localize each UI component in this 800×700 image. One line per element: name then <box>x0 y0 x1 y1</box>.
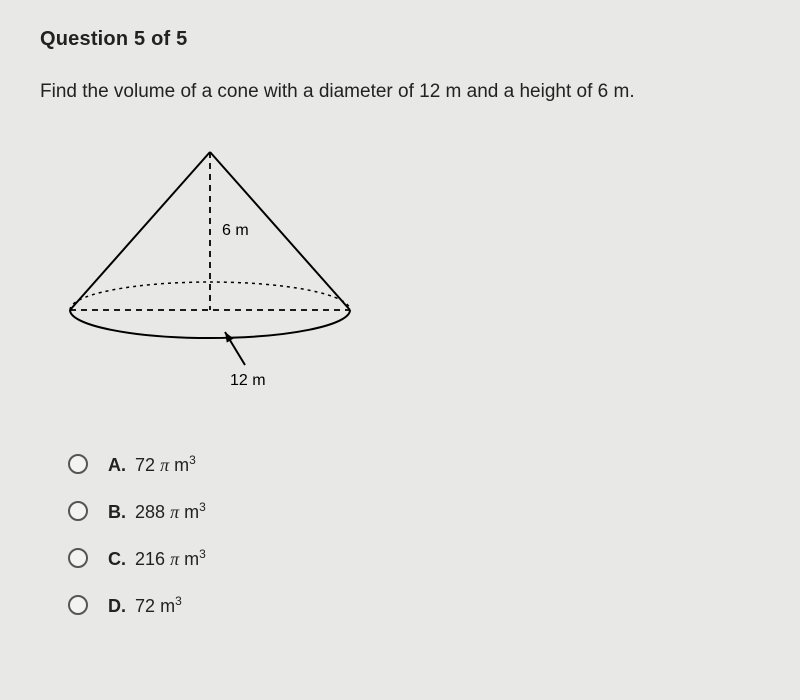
cone-figure: 6 m 12 m <box>60 140 760 405</box>
choice-value: 216 <box>135 549 165 569</box>
choice-value: 72 <box>135 455 155 475</box>
choice-unit: m <box>184 549 199 569</box>
choice-text: C. 216 π m3 <box>108 547 206 570</box>
choice-letter: C. <box>108 549 126 569</box>
question-prompt: Find the volume of a cone with a diamete… <box>40 79 760 106</box>
svg-text:12 m: 12 m <box>230 372 266 389</box>
radio-icon[interactable] <box>68 548 88 568</box>
choice-text: D. 72 m3 <box>108 594 182 617</box>
radio-icon[interactable] <box>68 501 88 521</box>
choice-unit: m <box>184 502 199 522</box>
choice-d[interactable]: D. 72 m3 <box>68 594 760 617</box>
choice-value: 288 <box>135 502 165 522</box>
pi-symbol: π <box>170 549 179 569</box>
choice-unit: m <box>174 455 189 475</box>
choice-exp: 3 <box>175 594 182 608</box>
choice-text: A. 72 π m3 <box>108 453 196 476</box>
choice-a[interactable]: A. 72 π m3 <box>68 453 760 476</box>
question-header: Question 5 of 5 <box>40 28 760 51</box>
choice-letter: D. <box>108 596 126 616</box>
choice-value: 72 <box>135 596 155 616</box>
pi-symbol: π <box>160 455 169 475</box>
svg-text:6 m: 6 m <box>222 222 249 239</box>
radio-icon[interactable] <box>68 595 88 615</box>
choice-exp: 3 <box>189 453 196 467</box>
choice-b[interactable]: B. 288 π m3 <box>68 500 760 523</box>
choice-exp: 3 <box>199 547 206 561</box>
choice-c[interactable]: C. 216 π m3 <box>68 547 760 570</box>
choice-text: B. 288 π m3 <box>108 500 206 523</box>
pi-symbol: π <box>170 502 179 522</box>
cone-svg: 6 m 12 m <box>60 140 370 400</box>
choice-exp: 3 <box>199 500 206 514</box>
choice-letter: A. <box>108 455 126 475</box>
choice-letter: B. <box>108 502 126 522</box>
answer-choices: A. 72 π m3 B. 288 π m3 C. 216 π m3 D. 72… <box>68 453 760 617</box>
radio-icon[interactable] <box>68 454 88 474</box>
choice-unit: m <box>160 596 175 616</box>
